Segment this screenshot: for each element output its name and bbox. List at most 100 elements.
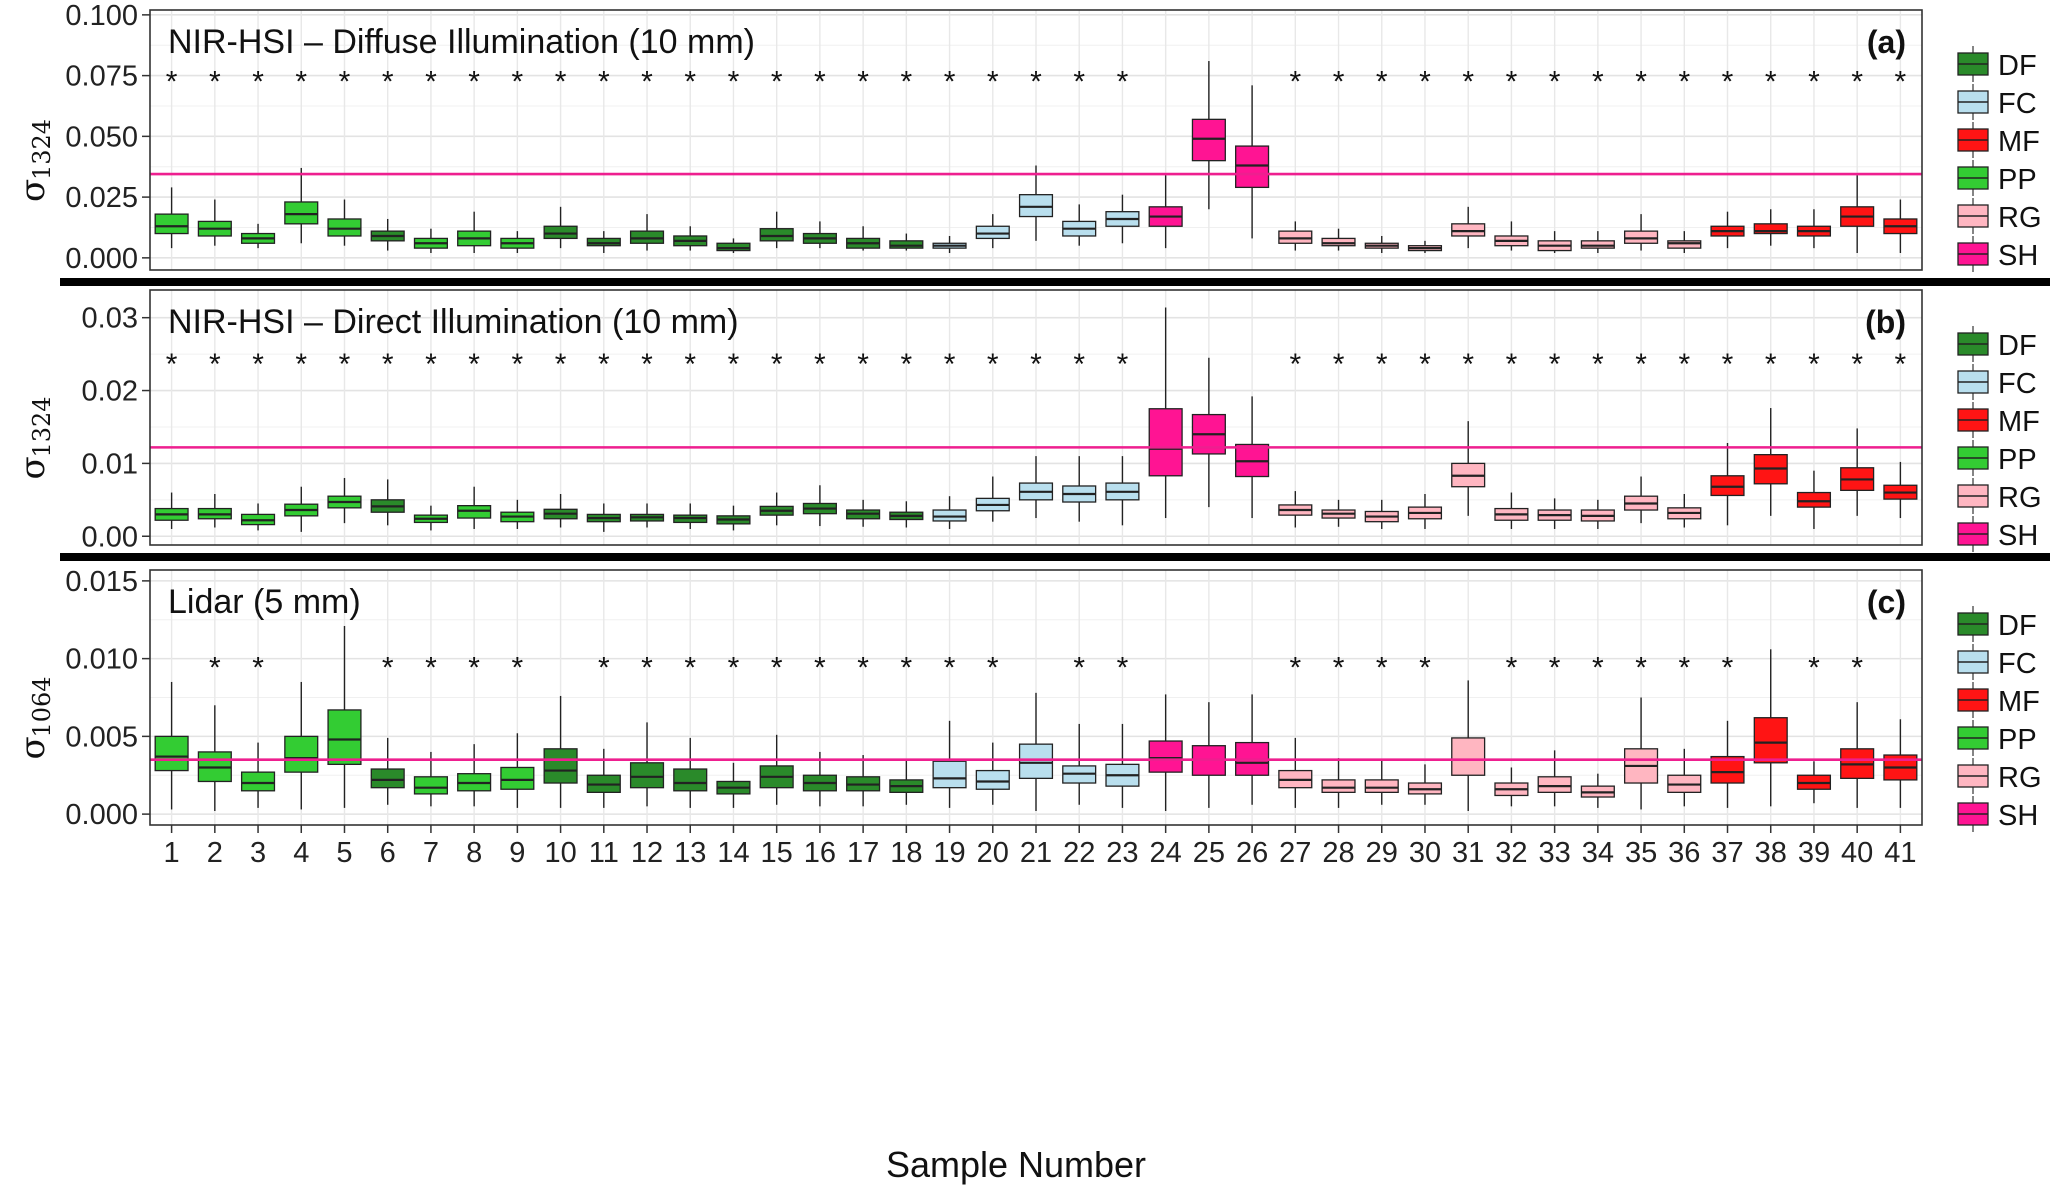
significance-star: * bbox=[1678, 348, 1690, 381]
significance-star: * bbox=[987, 652, 999, 685]
box-iqr bbox=[889, 240, 924, 249]
box-iqr bbox=[1451, 737, 1486, 776]
significance-star: * bbox=[900, 66, 912, 99]
x-tick-label: 15 bbox=[761, 837, 793, 869]
legend-item-mf: MF bbox=[1957, 402, 2040, 438]
box-sample-3 bbox=[240, 223, 276, 249]
box-sample-20 bbox=[975, 476, 1010, 522]
box-sample-24 bbox=[1148, 307, 1183, 519]
box-iqr bbox=[1321, 779, 1356, 793]
box-iqr bbox=[1235, 145, 1270, 189]
box-sample-10 bbox=[543, 494, 578, 528]
legend-label: SH bbox=[1998, 800, 2038, 832]
box-iqr bbox=[154, 735, 189, 772]
legend-label: RG bbox=[1998, 482, 2042, 514]
significance-star: * bbox=[641, 652, 653, 685]
significance-star: * bbox=[1506, 652, 1518, 685]
y-tick-label: 0.050 bbox=[65, 121, 138, 153]
legend-label: PP bbox=[1998, 444, 2037, 476]
legend-label: PP bbox=[1998, 164, 2037, 196]
significance-star: * bbox=[900, 652, 912, 685]
panel-title: NIR-HSI – Diffuse Illumination (10 mm) bbox=[168, 23, 755, 61]
box-iqr bbox=[1278, 230, 1313, 244]
legend-item-fc: FC bbox=[1957, 84, 2037, 120]
legend-item-fc: FC bbox=[1957, 644, 2037, 680]
box-sample-18 bbox=[889, 759, 924, 805]
box-sample-20 bbox=[975, 214, 1010, 249]
panel-a: 0.000 0.025 0.050 0.075 0.100 * * * * * * * * * * * * * * *… bbox=[13, 0, 2042, 275]
significance-star: * bbox=[944, 348, 956, 381]
box-sample-20 bbox=[975, 742, 1010, 805]
x-tick-label: 2 bbox=[207, 837, 223, 869]
x-tick-label: 11 bbox=[589, 837, 619, 869]
y-tick-label: 0.01 bbox=[82, 448, 138, 480]
box-sample-24 bbox=[1148, 175, 1183, 249]
x-tick-label: 16 bbox=[804, 837, 836, 869]
legend-item-df: DF bbox=[1957, 606, 2037, 642]
significance-star: * bbox=[684, 66, 696, 99]
y-tick-label: 0.000 bbox=[65, 799, 138, 831]
x-tick-label: 5 bbox=[336, 837, 352, 869]
x-tick-label: 23 bbox=[1106, 837, 1138, 869]
box-sample-30 bbox=[1407, 494, 1443, 529]
legend-item-mf: MF bbox=[1957, 122, 2040, 158]
x-tick-label: 29 bbox=[1366, 837, 1398, 869]
y-tick-label: 0.03 bbox=[82, 303, 138, 335]
significance-star: * bbox=[1895, 66, 1907, 99]
box-sample-31 bbox=[1451, 421, 1486, 516]
y-tick-label: 0.02 bbox=[82, 376, 138, 408]
y-tick-label: 0.010 bbox=[65, 644, 138, 676]
box-sample-28 bbox=[1321, 499, 1356, 527]
significance-star: * bbox=[728, 348, 740, 381]
box-iqr bbox=[586, 237, 621, 247]
x-tick-label: 18 bbox=[890, 837, 922, 869]
x-tick-label: 14 bbox=[717, 837, 749, 869]
significance-star: * bbox=[857, 348, 869, 381]
box-sample-9 bbox=[500, 499, 535, 529]
box-sample-8 bbox=[457, 211, 492, 253]
box-sample-5 bbox=[327, 199, 362, 246]
box-sample-15 bbox=[759, 211, 794, 249]
box-iqr bbox=[1451, 223, 1486, 237]
y-axis-symbol: σ bbox=[13, 736, 53, 759]
box-sample-6 bbox=[370, 737, 405, 805]
x-tick-label: 20 bbox=[977, 837, 1009, 869]
significance-star: * bbox=[166, 66, 178, 99]
significance-star: * bbox=[1635, 348, 1647, 381]
x-tick-label: 4 bbox=[293, 837, 309, 869]
box-sample-27 bbox=[1278, 221, 1313, 251]
significance-star: * bbox=[1765, 348, 1777, 381]
box-sample-14 bbox=[716, 762, 751, 808]
box-iqr bbox=[284, 201, 319, 225]
box-iqr bbox=[1018, 194, 1054, 218]
significance-star: * bbox=[814, 348, 826, 381]
legend-item-pp: PP bbox=[1957, 440, 2037, 476]
box-sample-41 bbox=[1883, 461, 1918, 519]
box-sample-7 bbox=[413, 228, 449, 253]
legend-label: FC bbox=[1998, 368, 2037, 400]
y-axis-subscript: 1324 bbox=[28, 119, 56, 180]
box-sample-29 bbox=[1364, 759, 1399, 805]
significance-star: * bbox=[252, 652, 264, 685]
legend-item-rg: RG bbox=[1957, 478, 2042, 514]
box-iqr bbox=[1537, 776, 1572, 793]
box-sample-6 bbox=[370, 479, 405, 526]
box-sample-12 bbox=[629, 722, 665, 807]
significance-star: * bbox=[684, 348, 696, 381]
box-iqr bbox=[1018, 743, 1054, 780]
legend-label: RG bbox=[1998, 762, 2042, 794]
legend-label: FC bbox=[1998, 88, 2037, 120]
x-tick-label: 36 bbox=[1668, 837, 1700, 869]
significance-star: * bbox=[512, 66, 524, 99]
significance-star: * bbox=[1030, 348, 1042, 381]
box-sample-19 bbox=[932, 235, 967, 253]
significance-star: * bbox=[1722, 348, 1734, 381]
significance-star: * bbox=[295, 348, 307, 381]
box-sample-14 bbox=[716, 238, 751, 253]
x-tick-label: 22 bbox=[1063, 837, 1095, 869]
significance-star: * bbox=[1549, 348, 1561, 381]
significance-star: * bbox=[1635, 66, 1647, 99]
significance-star: * bbox=[1851, 348, 1863, 381]
